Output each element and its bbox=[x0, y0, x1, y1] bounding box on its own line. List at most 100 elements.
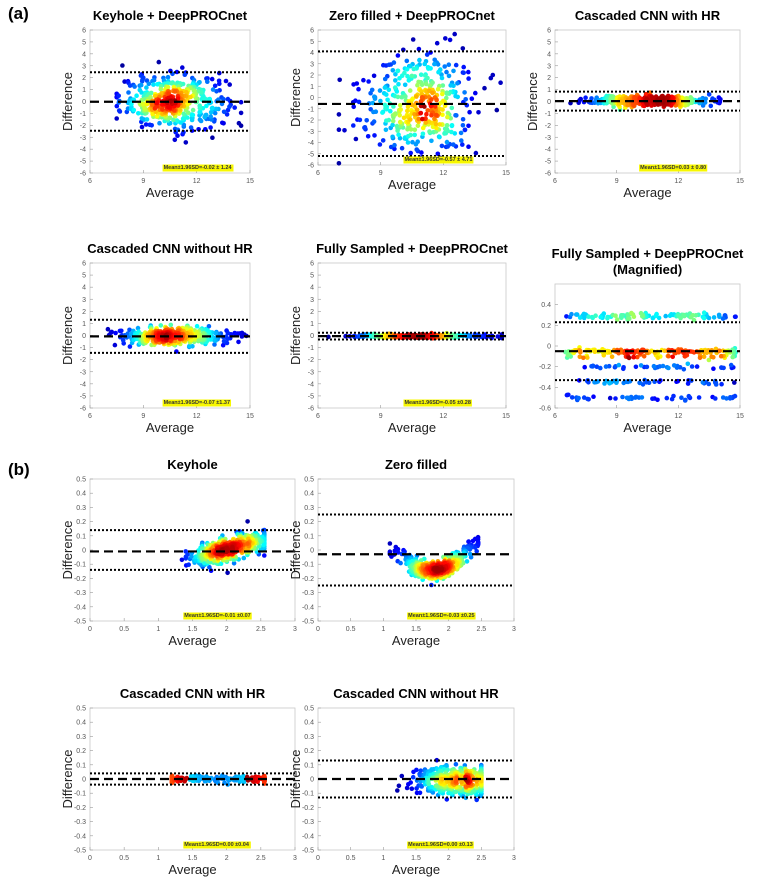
data-point bbox=[434, 125, 439, 131]
y-tick-label: -5 bbox=[545, 159, 551, 166]
data-point bbox=[245, 541, 250, 546]
data-point bbox=[718, 353, 724, 359]
data-point bbox=[209, 76, 215, 82]
x-tick-label: 1 bbox=[381, 855, 385, 862]
data-point bbox=[591, 394, 596, 400]
y-tick-label: 0.4 bbox=[304, 720, 314, 727]
data-point bbox=[396, 81, 401, 87]
data-point bbox=[371, 73, 377, 79]
chart-7: Keyhole 0.5 0.4 0.3 0.2 0.1 0 -0.1 -0.2 -0.3 -0.4 -… bbox=[60, 457, 297, 648]
data-point bbox=[398, 107, 404, 112]
data-point bbox=[603, 364, 609, 369]
data-point bbox=[213, 106, 219, 112]
data-point bbox=[144, 85, 149, 90]
data-point bbox=[577, 354, 583, 360]
data-point bbox=[434, 97, 439, 103]
data-point bbox=[168, 322, 174, 328]
y-tick-label: -2 bbox=[545, 123, 551, 130]
data-point bbox=[639, 395, 645, 400]
data-point bbox=[221, 96, 226, 102]
data-point bbox=[179, 557, 185, 563]
y-tick-label: 2 bbox=[82, 309, 86, 316]
y-tick-label: 0 bbox=[310, 333, 314, 340]
data-point bbox=[262, 553, 267, 558]
data-point bbox=[236, 120, 242, 126]
data-point bbox=[444, 95, 449, 101]
y-tick-label: -1 bbox=[308, 345, 314, 352]
data-point bbox=[336, 161, 342, 166]
data-point bbox=[719, 381, 724, 387]
y-tick-label: 0 bbox=[310, 777, 314, 784]
data-point bbox=[180, 116, 186, 121]
y-tick-label: -3 bbox=[80, 369, 86, 376]
data-point bbox=[412, 127, 418, 132]
y-tick-label: -0.2 bbox=[539, 364, 551, 371]
data-point bbox=[388, 108, 393, 114]
y-tick-label: 0 bbox=[547, 344, 551, 351]
x-tick-label: 0.5 bbox=[119, 626, 129, 633]
y-tick-label: 6 bbox=[310, 28, 314, 35]
data-point bbox=[476, 110, 481, 115]
data-point bbox=[384, 92, 389, 97]
y-tick-label: -4 bbox=[545, 147, 551, 154]
x-tick-label: 1.5 bbox=[411, 626, 421, 633]
y-tick-label: -0.3 bbox=[74, 590, 86, 597]
data-point bbox=[224, 549, 229, 555]
data-point bbox=[708, 103, 714, 109]
y-tick-label: -0.2 bbox=[74, 805, 86, 812]
data-point bbox=[361, 77, 366, 83]
data-point bbox=[395, 68, 401, 74]
data-point bbox=[569, 395, 575, 400]
x-tick-label: 12 bbox=[193, 178, 201, 185]
y-tick-label: 0.1 bbox=[304, 762, 314, 769]
y-tick-label: 0 bbox=[82, 333, 86, 340]
y-tick-label: 3 bbox=[82, 63, 86, 70]
data-point bbox=[444, 69, 449, 75]
data-point bbox=[460, 117, 466, 122]
data-point bbox=[574, 312, 580, 317]
data-point bbox=[414, 94, 419, 99]
data-point bbox=[220, 342, 226, 348]
y-tick-label: -3 bbox=[308, 129, 314, 136]
data-point bbox=[342, 128, 347, 133]
y-tick-label: 3 bbox=[82, 297, 86, 304]
data-point bbox=[445, 114, 450, 120]
data-point bbox=[605, 316, 610, 321]
data-point bbox=[194, 323, 200, 329]
x-tick-label: 9 bbox=[379, 413, 383, 420]
y-tick-label: -2 bbox=[80, 357, 86, 364]
data-point bbox=[664, 395, 670, 401]
data-point bbox=[482, 85, 487, 91]
data-point bbox=[186, 562, 191, 567]
data-point bbox=[229, 546, 235, 551]
data-point bbox=[418, 783, 424, 788]
data-point bbox=[690, 313, 696, 318]
data-point bbox=[390, 122, 395, 128]
data-point bbox=[633, 395, 638, 400]
data-point bbox=[424, 81, 429, 87]
data-point bbox=[625, 102, 631, 108]
data-point bbox=[451, 68, 456, 74]
chart-title: Zero filled + DeepPROCnet bbox=[329, 8, 495, 23]
data-point bbox=[212, 83, 218, 89]
data-point bbox=[601, 353, 607, 358]
data-point bbox=[149, 123, 154, 128]
chart-1: Keyhole + DeepPROCnet 6 5 4 3 2 1 0 -1 -2 -3 -4 -5 -6… bbox=[60, 8, 254, 200]
x-axis-label: Average bbox=[623, 185, 671, 200]
data-point bbox=[710, 96, 715, 101]
chart-3: Cascaded CNN with HR6543210-1-2-3-4-5-66… bbox=[525, 8, 744, 200]
x-tick-label: 3 bbox=[512, 626, 516, 633]
y-axis-label: Difference bbox=[288, 306, 303, 365]
data-point bbox=[241, 555, 247, 561]
x-tick-label: 2 bbox=[225, 626, 229, 633]
y-tick-label: 3 bbox=[310, 61, 314, 68]
data-point bbox=[719, 365, 724, 371]
data-point bbox=[444, 123, 450, 128]
data-point bbox=[696, 395, 702, 400]
x-tick-label: 9 bbox=[615, 178, 619, 185]
y-tick-label: 6 bbox=[82, 261, 86, 268]
data-point bbox=[466, 123, 471, 129]
y-tick-label: 3 bbox=[547, 63, 551, 70]
x-tick-label: 15 bbox=[502, 170, 510, 177]
